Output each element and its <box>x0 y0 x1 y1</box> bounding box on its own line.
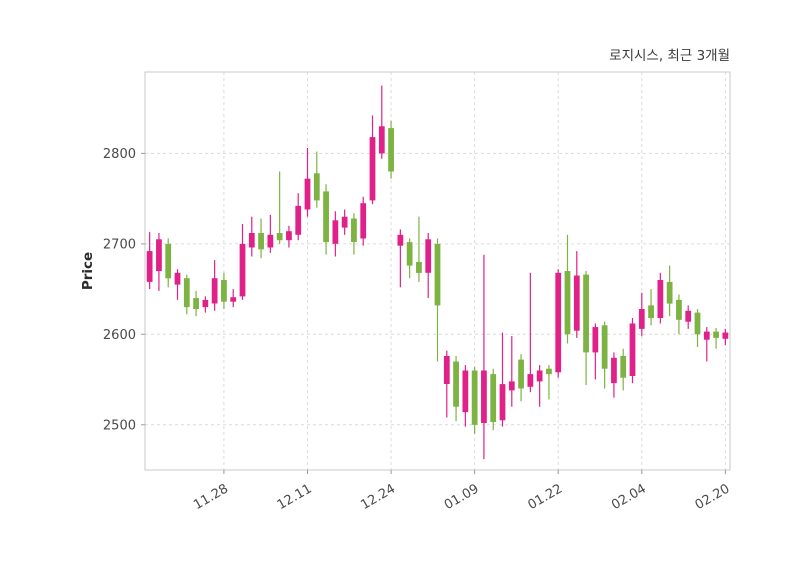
svg-text:2500: 2500 <box>103 418 136 433</box>
svg-text:01.22: 01.22 <box>525 481 565 513</box>
svg-text:02.04: 02.04 <box>609 481 649 513</box>
svg-text:01.09: 01.09 <box>442 481 482 513</box>
svg-text:02.20: 02.20 <box>693 481 733 513</box>
svg-text:2700: 2700 <box>103 237 136 252</box>
svg-text:2800: 2800 <box>103 147 136 162</box>
svg-text:11.28: 11.28 <box>191 481 231 513</box>
svg-text:2600: 2600 <box>103 328 136 343</box>
chart-title: 로지시스, 최근 3개월 <box>609 48 730 64</box>
svg-text:12.11: 12.11 <box>275 481 315 513</box>
svg-text:12.24: 12.24 <box>358 481 398 513</box>
svg-text:Price: Price <box>80 252 96 290</box>
